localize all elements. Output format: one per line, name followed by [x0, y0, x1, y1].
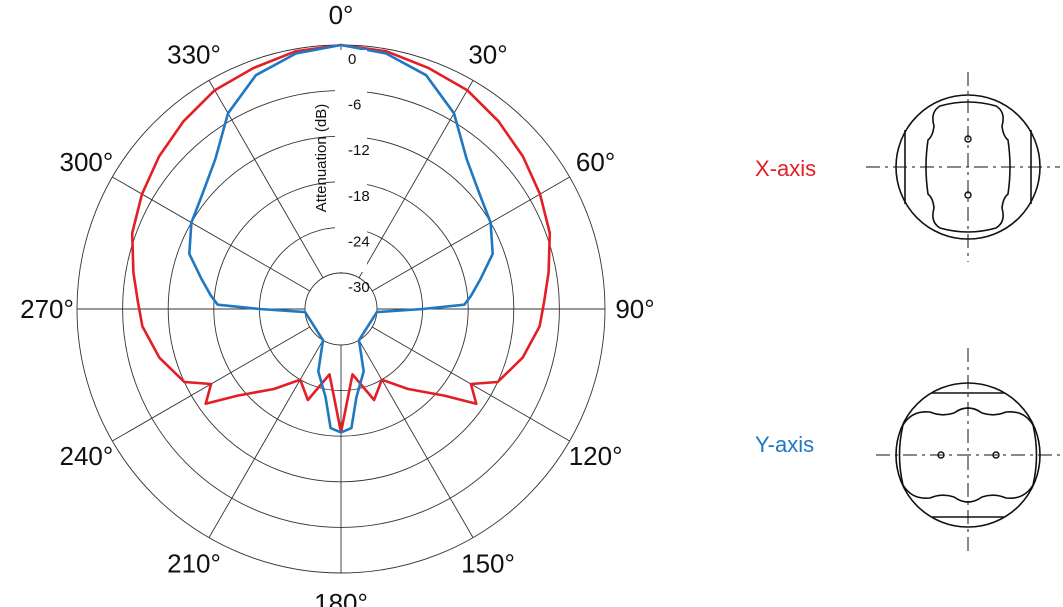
angle-label: 180° — [314, 588, 368, 607]
ring-label: -6 — [348, 97, 361, 114]
angle-label: 60° — [576, 147, 615, 177]
grid-spoke — [112, 176, 311, 292]
angle-labels: 0° 30° 60° 90° 120° 150° 180° 210° 240° 270° 300° 3… — [20, 0, 655, 607]
angle-label: 300° — [60, 147, 114, 177]
grid-spoke — [208, 339, 324, 538]
series-layer — [130, 43, 552, 434]
angle-label: 120° — [569, 441, 623, 471]
angle-label: 0° — [329, 0, 354, 30]
angle-label: 240° — [60, 441, 114, 471]
grid-spoke — [371, 176, 570, 292]
ring-label: -18 — [348, 188, 370, 205]
y-axis-orientation-diagram — [876, 348, 1062, 556]
ring-labels: 0 -6 -12 -18 -24 -30 — [348, 51, 370, 296]
grid-spoke — [358, 80, 474, 279]
ring-label: -24 — [348, 233, 370, 250]
angle-label: 150° — [461, 549, 515, 579]
ring-label: -12 — [348, 142, 370, 159]
radial-axis-title: Attenuation (dB) — [313, 104, 330, 212]
angle-label: 90° — [615, 294, 654, 324]
legend-x-label: X-axis — [755, 156, 816, 181]
ring-label: -30 — [348, 279, 370, 296]
x-axis-orientation-diagram — [866, 72, 1060, 262]
grid-spoke — [358, 339, 474, 538]
angle-label: 270° — [20, 294, 74, 324]
ring-label-backdrop — [335, 50, 367, 272]
legend-y-label: Y-axis — [755, 432, 814, 457]
grid-spoke — [208, 80, 324, 279]
series-line-y-axis — [188, 43, 494, 434]
angle-label: 30° — [468, 39, 507, 69]
angle-label: 210° — [167, 549, 221, 579]
angle-label: 330° — [167, 39, 221, 69]
ring-label: 0 — [348, 51, 356, 68]
